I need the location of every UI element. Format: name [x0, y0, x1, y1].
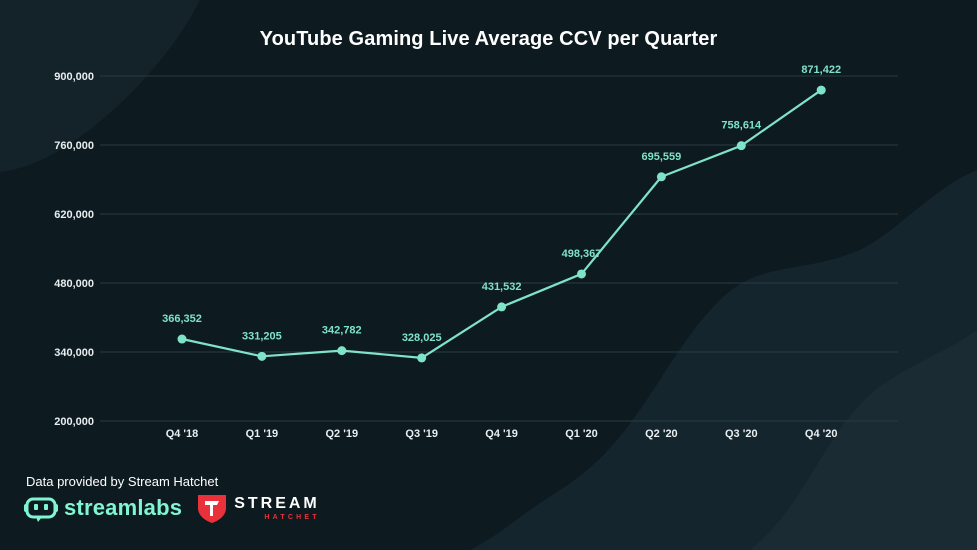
- hatchet-shield-icon: [198, 495, 227, 523]
- stream-hatchet-logo-top: STREAM: [234, 494, 320, 512]
- y-tick-label: 340,000: [54, 347, 94, 359]
- stream-hatchet-logo-bottom: HATCHET: [264, 513, 320, 521]
- x-tick-label: Q3 '20: [725, 428, 758, 440]
- y-tick-label: 760,000: [54, 140, 94, 152]
- x-tick-label: Q4 '18: [166, 428, 199, 440]
- chart-title: YouTube Gaming Live Average CCV per Quar…: [259, 28, 718, 50]
- data-point: [417, 353, 427, 363]
- data-label: 498,367: [562, 248, 602, 260]
- streamlabs-logo: streamlabs: [24, 493, 182, 523]
- x-tick-label: Q2 '19: [326, 428, 359, 440]
- y-tick-label: 480,000: [54, 278, 94, 290]
- x-tick-label: Q1 '19: [246, 428, 279, 440]
- stream-hatchet-logo: STREAM HATCHET: [196, 492, 320, 524]
- data-label: 331,205: [242, 330, 282, 342]
- x-tick-label: Q3 '19: [405, 428, 438, 440]
- x-tick-label: Q1 '20: [565, 428, 598, 440]
- streamlabs-icon: [24, 497, 58, 522]
- streamlabs-logo-text: streamlabs: [64, 495, 183, 520]
- data-point: [337, 346, 347, 356]
- data-label: 342,782: [322, 325, 362, 337]
- data-source-note: Data provided by Stream Hatchet: [26, 474, 219, 489]
- data-label: 366,352: [162, 313, 202, 325]
- data-label: 871,422: [801, 64, 841, 76]
- x-tick-label: Q2 '20: [645, 428, 678, 440]
- data-point: [497, 302, 507, 312]
- data-label: 328,025: [402, 332, 442, 344]
- data-label: 758,614: [721, 120, 762, 132]
- data-label: 431,532: [482, 281, 522, 293]
- y-tick-label: 620,000: [54, 209, 94, 221]
- y-tick-label: 200,000: [54, 416, 94, 428]
- data-point: [577, 269, 586, 279]
- y-tick-label: 900,000: [54, 71, 94, 83]
- data-point: [656, 172, 666, 182]
- x-tick-label: Q4 '20: [805, 428, 838, 440]
- logos: streamlabs STREAM HATCHET: [24, 492, 320, 524]
- data-point: [736, 141, 746, 151]
- data-label: 695,559: [642, 151, 682, 163]
- data-point: [177, 334, 187, 344]
- data-point: [257, 351, 267, 361]
- data-point: [816, 85, 826, 95]
- x-tick-label: Q4 '19: [485, 428, 518, 440]
